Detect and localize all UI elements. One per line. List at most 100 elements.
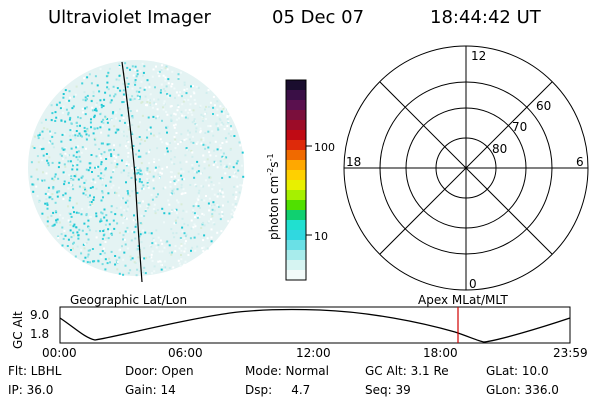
uv-pixel bbox=[196, 160, 199, 163]
uv-pixel bbox=[176, 212, 178, 215]
uv-pixel bbox=[92, 132, 95, 135]
colorbar-swatch bbox=[286, 270, 306, 281]
uv-pixel bbox=[136, 109, 139, 112]
uv-pixel bbox=[135, 223, 138, 226]
colorbar-swatch bbox=[286, 80, 306, 91]
uv-pixel bbox=[168, 203, 171, 206]
time-label: 18:44:42 UT bbox=[430, 7, 541, 28]
uv-pixel bbox=[211, 215, 214, 218]
uv-pixel bbox=[64, 192, 67, 195]
uv-pixel bbox=[232, 175, 235, 178]
uv-pixel bbox=[217, 128, 220, 131]
uv-pixel bbox=[66, 245, 69, 247]
uv-pixel bbox=[93, 196, 95, 199]
uv-pixel bbox=[41, 179, 43, 182]
uv-pixel bbox=[45, 118, 47, 121]
uv-pixel bbox=[202, 143, 205, 146]
uv-pixel bbox=[112, 219, 115, 222]
uv-pixel bbox=[184, 240, 187, 243]
uv-pixel bbox=[207, 105, 210, 108]
uv-pixel bbox=[74, 93, 77, 96]
uv-pixel bbox=[142, 200, 144, 203]
uv-pixel bbox=[234, 202, 237, 205]
uv-pixel bbox=[38, 134, 41, 136]
uv-pixel bbox=[122, 197, 124, 200]
uv-pixel bbox=[85, 189, 88, 192]
uv-pixel bbox=[204, 144, 207, 147]
uv-pixel bbox=[58, 101, 61, 104]
uv-pixel bbox=[153, 265, 156, 268]
uv-pixel bbox=[193, 120, 196, 122]
uv-pixel bbox=[137, 202, 140, 204]
uv-pixel bbox=[218, 117, 221, 120]
uv-pixel bbox=[117, 194, 120, 197]
uv-pixel bbox=[168, 251, 171, 254]
uv-pixel bbox=[114, 191, 116, 194]
uv-pixel bbox=[174, 175, 176, 178]
uv-pixel bbox=[154, 210, 157, 213]
uv-pixel bbox=[101, 212, 104, 215]
date-label: 05 Dec 07 bbox=[272, 7, 365, 28]
uv-pixel bbox=[108, 149, 111, 152]
uv-pixel bbox=[136, 73, 139, 76]
uv-pixel bbox=[112, 111, 115, 114]
uv-pixel bbox=[110, 186, 113, 189]
uv-pixel bbox=[140, 214, 143, 217]
uv-pixel bbox=[101, 191, 104, 194]
uv-pixel bbox=[226, 116, 229, 119]
uv-pixel bbox=[86, 107, 89, 110]
uv-pixel bbox=[150, 232, 153, 235]
uv-pixel bbox=[183, 222, 186, 225]
uv-pixel bbox=[207, 221, 210, 224]
colorbar-swatch bbox=[286, 220, 306, 231]
uv-pixel bbox=[54, 111, 57, 114]
uv-pixel bbox=[186, 133, 189, 136]
uv-pixel bbox=[223, 108, 226, 111]
uv-pixel bbox=[153, 101, 156, 104]
uv-pixel bbox=[94, 109, 96, 112]
uv-pixel bbox=[63, 172, 66, 175]
uv-pixel bbox=[67, 238, 70, 241]
uv-pixel bbox=[207, 202, 210, 205]
uv-pixel bbox=[158, 75, 161, 78]
uv-pixel bbox=[103, 216, 106, 219]
uv-pixel bbox=[52, 179, 55, 182]
uv-pixel bbox=[148, 179, 150, 182]
uv-pixel bbox=[118, 74, 121, 77]
uv-pixel bbox=[42, 154, 45, 157]
uv-pixel bbox=[231, 203, 234, 206]
uv-pixel bbox=[84, 256, 87, 259]
uv-pixel bbox=[63, 132, 66, 135]
uv-pixel bbox=[216, 148, 219, 151]
uv-pixel bbox=[52, 211, 55, 214]
timeline-title-left: Geographic Lat/Lon bbox=[70, 293, 187, 307]
uv-pixel bbox=[187, 98, 190, 101]
uv-pixel bbox=[125, 181, 127, 184]
uv-pixel bbox=[138, 149, 140, 152]
uv-pixel bbox=[167, 82, 170, 85]
uv-pixel bbox=[196, 216, 199, 219]
x-tick-2359: 23:59 bbox=[553, 346, 588, 360]
uv-pixel bbox=[68, 99, 71, 102]
uv-pixel bbox=[72, 206, 75, 209]
uv-pixel bbox=[147, 116, 150, 119]
uv-pixel bbox=[111, 233, 113, 236]
instrument-title: Ultraviolet Imager bbox=[48, 7, 211, 28]
uv-pixel bbox=[177, 172, 180, 175]
uv-pixel bbox=[242, 175, 245, 178]
uv-pixel bbox=[51, 177, 54, 180]
uv-pixel bbox=[39, 132, 41, 135]
uv-pixel bbox=[65, 108, 68, 111]
uv-pixel bbox=[85, 233, 88, 236]
uv-pixel bbox=[163, 100, 166, 103]
uv-pixel bbox=[136, 189, 139, 192]
uv-pixel bbox=[221, 191, 224, 194]
uv-pixel bbox=[180, 183, 183, 186]
uv-pixel bbox=[73, 211, 75, 214]
uv-pixel bbox=[227, 120, 230, 123]
uv-pixel bbox=[136, 94, 139, 97]
uv-pixel bbox=[204, 118, 207, 120]
uv-pixel bbox=[222, 112, 225, 115]
uv-speckle bbox=[30, 62, 245, 277]
uv-pixel bbox=[148, 83, 151, 86]
